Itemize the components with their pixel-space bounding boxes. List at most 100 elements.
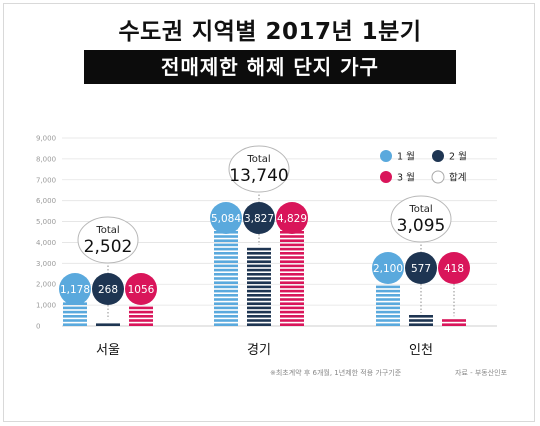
bar-stripe (214, 285, 238, 289)
bar-stripe (280, 323, 304, 326)
bar-stripe (280, 235, 304, 238)
bar-stripe (376, 289, 400, 293)
bar-stripe (280, 273, 304, 276)
legend-swatch (380, 171, 392, 183)
bar-stripe (214, 289, 238, 293)
value-circle (125, 273, 157, 305)
total-value: 2,502 (84, 237, 133, 257)
bar-stripe (247, 302, 271, 305)
legend-label: 합계 (449, 172, 466, 184)
data-label: 577 (411, 263, 431, 275)
y-tick-label: 3,000 (36, 260, 56, 268)
legend-label: 2 월 (449, 151, 467, 163)
x-category-label: 서울 (96, 343, 120, 358)
data-label: 268 (98, 284, 118, 296)
total-caption: Total (408, 204, 432, 215)
bar-stripe (280, 260, 304, 263)
bar-stripe (376, 298, 400, 301)
bar-stripe (280, 298, 304, 301)
bar-stripe (129, 306, 153, 310)
bar-stripe (247, 294, 271, 297)
legend-swatch (432, 150, 444, 162)
total-caption: Total (95, 225, 119, 236)
y-tick-label: 8,000 (36, 155, 56, 163)
bar-stripe (247, 273, 271, 276)
legend-swatch (431, 170, 445, 184)
source-note: 자료 - 부동산인포 (455, 369, 508, 377)
y-tick-label: 6,000 (36, 197, 56, 205)
bar-stripe (214, 306, 238, 310)
bar-stripe (214, 243, 238, 247)
data-label: 3,827 (244, 213, 274, 225)
value-circle (372, 252, 404, 284)
bar-stripe (214, 268, 238, 272)
bar-stripe (247, 289, 271, 293)
bar-stripe (214, 264, 238, 268)
bar-stripe (247, 319, 271, 322)
bar-stripe (280, 306, 304, 310)
bar-stripe (280, 264, 304, 268)
value-circle (276, 202, 308, 234)
bar-stripe (214, 247, 238, 251)
total-value: 13,740 (229, 166, 288, 186)
bar (280, 226, 304, 326)
data-label: 1056 (128, 284, 155, 296)
bar-stripe (280, 289, 304, 293)
bar-stripe (96, 323, 120, 326)
bar-stripe (247, 281, 271, 284)
bar-stripe (63, 315, 87, 318)
bar-stripe (214, 256, 238, 259)
footnote: ※최초계약 후 6개월, 1년제한 적용 가구기준 (270, 369, 402, 377)
bar (409, 315, 433, 326)
bar-stripe (280, 277, 304, 280)
bar-stripe (247, 277, 271, 280)
bar-stripe (247, 323, 271, 326)
bar-stripe (376, 310, 400, 314)
bar-stripe (214, 302, 238, 305)
bar-stripe (214, 315, 238, 318)
bar-stripe (214, 260, 238, 263)
bar-stripe (247, 285, 271, 289)
bar-stripe (247, 315, 271, 318)
bar-stripe (63, 319, 87, 322)
bar-stripe (214, 277, 238, 280)
bar-stripe (63, 323, 87, 326)
chart-title: 수도권 지역별 2017년 1분기 (118, 19, 422, 45)
bar-stripe (280, 247, 304, 251)
bar-stripe (247, 310, 271, 314)
bar (63, 302, 87, 326)
legend-label: 3 월 (397, 172, 415, 184)
bar-stripe (63, 306, 87, 310)
total-bubble (77, 216, 139, 264)
chart-subtitle: 전매제한 해제 단지 가구 (84, 50, 456, 84)
value-circle (243, 202, 275, 234)
bar-stripe (376, 294, 400, 297)
bar-stripe (247, 264, 271, 268)
x-category-label: 인천 (409, 343, 433, 358)
bar-stripe (63, 310, 87, 314)
bar-stripe (214, 239, 238, 242)
bar-stripe (247, 256, 271, 259)
bar-stripe (280, 256, 304, 259)
bar-stripe (280, 319, 304, 322)
bar-stripe (214, 252, 238, 255)
bar-stripe (409, 323, 433, 326)
data-label: 2,100 (373, 263, 403, 275)
bar-stripe (247, 247, 271, 251)
bar-stripe (280, 294, 304, 297)
bar-stripe (247, 260, 271, 263)
data-label: 5,084 (211, 213, 241, 225)
bar-stripe (214, 323, 238, 326)
bar-stripe (376, 315, 400, 318)
bar (96, 323, 120, 326)
value-circle (438, 252, 470, 284)
bar (129, 306, 153, 326)
bar-stripe (280, 239, 304, 242)
bar-stripe (247, 298, 271, 301)
y-tick-label: 0 (36, 323, 40, 331)
bar-stripe (247, 252, 271, 255)
bar-stripe (214, 273, 238, 276)
total-bubble (228, 145, 290, 193)
bar-stripe (214, 235, 238, 238)
